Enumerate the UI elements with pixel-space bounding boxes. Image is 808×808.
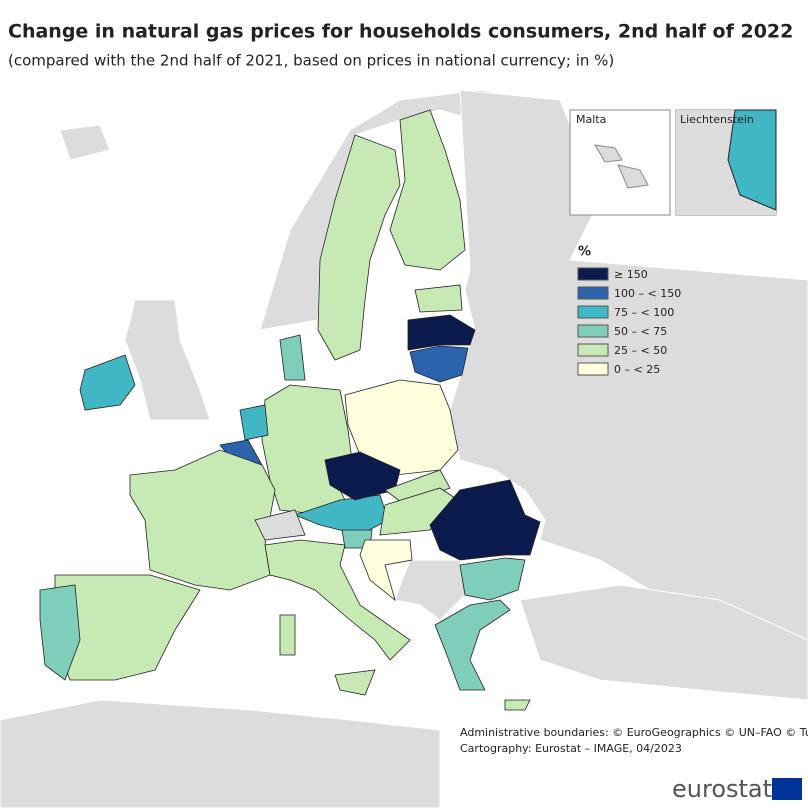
- legend-label: 50 – < 75: [614, 325, 667, 338]
- legend-swatch: [577, 343, 609, 357]
- country: [389, 109, 466, 271]
- country: [344, 379, 459, 476]
- country: [434, 599, 511, 691]
- country: [384, 469, 451, 506]
- legend-swatch: [577, 267, 609, 281]
- credit: Cartography: Eurostat – IMAGE, 04/2023: [460, 742, 682, 755]
- country: [279, 614, 296, 656]
- country: [459, 557, 526, 601]
- eu-flag: [772, 778, 802, 800]
- country: [39, 584, 81, 681]
- country: [409, 345, 469, 383]
- legend-label: 100 – < 150: [614, 287, 681, 300]
- country: [359, 539, 413, 602]
- country: [334, 669, 376, 696]
- country: [504, 699, 531, 711]
- credit: Administrative boundaries: © EuroGeograp…: [460, 726, 808, 739]
- country: [129, 449, 276, 591]
- country: [279, 334, 306, 381]
- country: [317, 134, 401, 361]
- inset-land: [727, 109, 777, 211]
- legend-label: 25 – < 50: [614, 344, 667, 357]
- logo: eurostat: [672, 775, 772, 803]
- non-eu-land: [394, 559, 466, 621]
- country: [429, 479, 541, 561]
- non-eu-land: [59, 124, 111, 161]
- inset-box: [569, 109, 671, 216]
- subtitle: (compared with the 2nd half of 2021, bas…: [8, 52, 614, 70]
- country: [414, 284, 463, 313]
- legend-swatch: [577, 324, 609, 338]
- non-eu-land: [124, 299, 211, 421]
- legend-swatch: [577, 362, 609, 376]
- legend-label: 75 – < 100: [614, 306, 674, 319]
- country: [79, 354, 136, 411]
- legend: ≥ 150 100 – < 150 75 – < 100 50 – < 75 25 – …: [577, 267, 681, 376]
- legend-title: %: [578, 245, 591, 260]
- inset-label: Liechtenstein: [680, 113, 754, 126]
- non-eu-land: [254, 509, 306, 541]
- non-eu-land: [519, 584, 808, 701]
- title: Change in natural gas prices for househo…: [8, 21, 793, 43]
- country: [261, 384, 353, 516]
- non-eu-land: [0, 699, 441, 808]
- land: [0, 89, 808, 808]
- eu-countries: [39, 109, 541, 711]
- inset-label: Malta: [576, 113, 606, 126]
- inset-land: [594, 144, 623, 163]
- legend-swatch: [577, 305, 609, 319]
- country: [239, 404, 269, 441]
- legend-label: 0 – < 25: [614, 363, 660, 376]
- legend-swatch: [577, 286, 609, 300]
- inset-land: [617, 164, 649, 189]
- legend-label: ≥ 150: [614, 268, 648, 281]
- country: [407, 314, 476, 351]
